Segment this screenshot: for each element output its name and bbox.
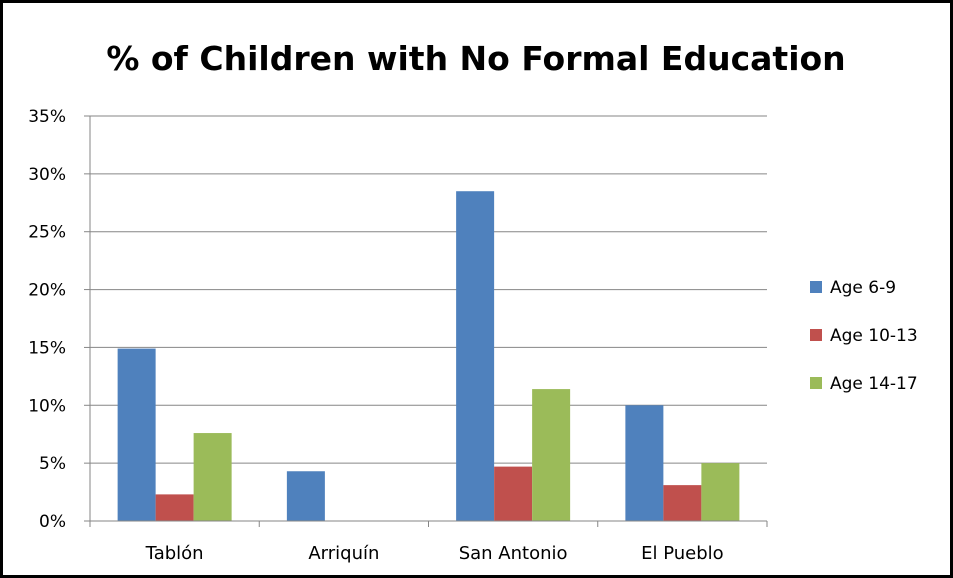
legend: Age 6-9 Age 10-13 Age 14-17 — [810, 278, 918, 394]
bar-el-pueblo-series-3 — [701, 463, 740, 521]
y-tick-label-0: 0% — [39, 512, 66, 532]
axes — [89, 116, 768, 527]
y-tick-label-10: 10% — [28, 396, 66, 416]
gridlines — [84, 115, 767, 522]
bar-tabl-n-series-2 — [155, 494, 194, 521]
y-tick-label-25: 25% — [28, 223, 66, 243]
y-tick-label-20: 20% — [28, 281, 66, 301]
x-category-label: El Pueblo — [641, 543, 724, 564]
x-category-label: Arriquín — [308, 543, 379, 564]
bar-tabl-n-series-1 — [117, 348, 156, 521]
bar-san-antonio-series-1 — [456, 191, 495, 521]
bar-tabl-n-series-3 — [193, 433, 232, 521]
legend-swatch — [810, 329, 822, 341]
x-category-label: Tablón — [145, 543, 204, 564]
chart-title: % of Children with No Formal Education — [106, 39, 845, 78]
bar-el-pueblo-series-1 — [625, 405, 664, 521]
y-tick-label-30: 30% — [28, 165, 66, 185]
legend-swatch — [810, 377, 822, 389]
x-axis-category-labels: Tablón Arriquín San Antonio El Pueblo — [145, 543, 724, 564]
bar-arriqu-n-series-1 — [286, 471, 325, 521]
bars — [117, 191, 740, 521]
bar-el-pueblo-series-2 — [663, 485, 702, 521]
legend-label: Age 10-13 — [830, 326, 918, 346]
y-tick-label-35: 35% — [28, 107, 66, 127]
bar-san-antonio-series-3 — [532, 389, 571, 521]
y-tick-label-5: 5% — [39, 454, 66, 474]
legend-label: Age 6-9 — [830, 278, 896, 298]
legend-label: Age 14-17 — [830, 374, 918, 394]
y-tick-label-15: 15% — [28, 338, 66, 358]
x-category-label: San Antonio — [459, 543, 568, 564]
bar-san-antonio-series-2 — [494, 466, 533, 521]
legend-swatch — [810, 281, 822, 293]
y-axis-tick-labels: 0% 5% 10% 15% 20% 25% 30% 35% — [28, 107, 66, 532]
